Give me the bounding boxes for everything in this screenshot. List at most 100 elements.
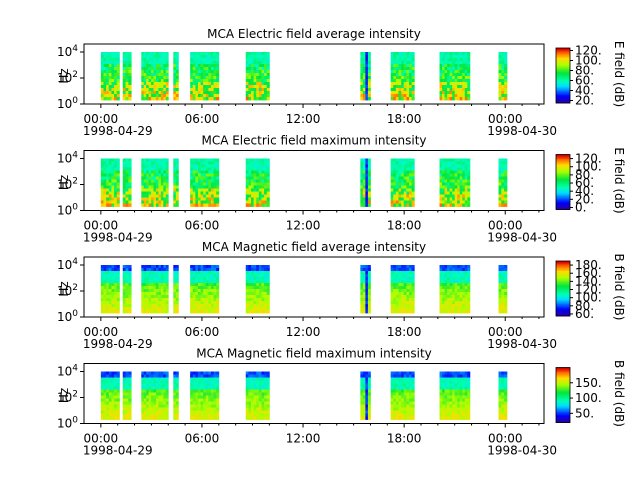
heatmap-cell <box>141 401 145 405</box>
heatmap-cell <box>106 383 110 387</box>
heatmap-cell <box>362 404 366 408</box>
heatmap-cell <box>106 70 110 74</box>
heatmap-cell <box>248 283 252 287</box>
heatmap-cell <box>143 191 147 195</box>
heatmap-cell <box>125 298 129 302</box>
heatmap-cell <box>111 82 115 86</box>
heatmap-cell <box>256 52 260 56</box>
heatmap-cell <box>264 268 268 272</box>
heatmap-cell <box>248 88 252 92</box>
heatmap-cell <box>108 167 112 171</box>
heatmap-cell <box>197 301 201 305</box>
heatmap-cell <box>251 91 255 95</box>
heatmap-cell <box>163 268 167 272</box>
heatmap-cell <box>395 173 399 177</box>
heatmap-cell <box>467 61 471 65</box>
heatmap-cell <box>116 76 120 80</box>
heatmap-cell <box>173 307 177 311</box>
heatmap-cell <box>205 395 209 399</box>
heatmap-cell <box>205 58 209 62</box>
heatmap-cell <box>146 392 150 396</box>
heatmap-cell <box>390 179 394 183</box>
heatmap-cell <box>266 401 270 405</box>
heatmap-cell <box>467 158 471 162</box>
heatmap-cell <box>163 170 167 174</box>
heatmap-cell <box>146 380 150 384</box>
heatmap-cell <box>153 85 157 89</box>
heatmap-cell <box>256 176 260 180</box>
heatmap-cell <box>411 398 415 402</box>
heatmap-cell <box>192 97 196 101</box>
heatmap-cell <box>114 268 118 272</box>
heatmap-cell <box>464 161 468 165</box>
heatmap-cell <box>365 374 369 378</box>
heatmap-cell <box>501 200 505 204</box>
heatmap-cell <box>398 179 402 183</box>
heatmap-cell <box>155 416 159 420</box>
heatmap-cell <box>365 61 369 65</box>
heatmap-cell <box>403 416 407 420</box>
heatmap-cell <box>103 61 107 65</box>
heatmap-cell <box>146 188 150 192</box>
colorbar-step <box>556 78 570 81</box>
heatmap-cell <box>210 52 214 56</box>
heatmap-cell <box>122 268 126 272</box>
heatmap-cell <box>504 371 508 375</box>
heatmap-cell <box>248 179 252 183</box>
heatmap-cell <box>146 94 150 98</box>
heatmap-cell <box>362 64 366 68</box>
heatmap-cell <box>454 197 458 201</box>
heatmap-cell <box>457 94 461 98</box>
heatmap-cell <box>153 277 157 281</box>
heatmap-cell <box>360 67 364 71</box>
heatmap-cell <box>210 82 214 86</box>
colorbar-step <box>556 63 570 65</box>
heatmap-cell <box>258 88 262 92</box>
heatmap-cell <box>190 94 194 98</box>
heatmap-cell <box>501 304 505 308</box>
heatmap-cell <box>256 179 260 183</box>
heatmap-cell <box>454 265 458 269</box>
heatmap-cell <box>197 94 201 98</box>
heatmap-cell <box>401 76 405 80</box>
heatmap-cell <box>444 268 448 272</box>
heatmap-cell <box>210 70 214 74</box>
heatmap-cell <box>245 289 249 293</box>
heatmap-cell <box>504 94 508 98</box>
heatmap-cell <box>447 55 451 59</box>
heatmap-cell <box>401 85 405 89</box>
heatmap-cell <box>452 197 456 201</box>
heatmap-cell <box>146 401 150 405</box>
heatmap-cell <box>253 295 257 299</box>
heatmap-cell <box>153 197 157 201</box>
heatmap-cell <box>248 200 252 204</box>
heatmap-cell <box>393 91 397 95</box>
heatmap-cell <box>148 298 152 302</box>
heatmap-cell <box>261 280 265 284</box>
heatmap-cell <box>406 94 410 98</box>
heatmap-cell <box>165 170 169 174</box>
heatmap-cell <box>253 67 257 71</box>
heatmap-cell <box>501 164 505 168</box>
heatmap-cell <box>248 185 252 189</box>
heatmap-cell <box>261 52 265 56</box>
heatmap-cell <box>106 58 110 62</box>
heatmap-cell <box>155 304 159 308</box>
colorbar-tick-label: 140. <box>575 274 602 288</box>
heatmap-cell <box>203 286 207 290</box>
heatmap-cell <box>197 286 201 290</box>
heatmap-cell <box>459 173 463 177</box>
heatmap-cell <box>395 85 399 89</box>
heatmap-cell <box>245 158 249 162</box>
heatmap-cell <box>504 170 508 174</box>
heatmap-cell <box>403 389 407 393</box>
heatmap-cell <box>175 161 179 165</box>
heatmap-cell <box>253 413 257 417</box>
heatmap-cell <box>365 182 369 186</box>
colorbar-step <box>556 161 570 164</box>
heatmap-cell <box>163 70 167 74</box>
heatmap-cell <box>390 307 394 311</box>
colorbar-step <box>556 180 570 183</box>
heatmap-cell <box>158 55 162 59</box>
heatmap-cell <box>175 265 179 269</box>
